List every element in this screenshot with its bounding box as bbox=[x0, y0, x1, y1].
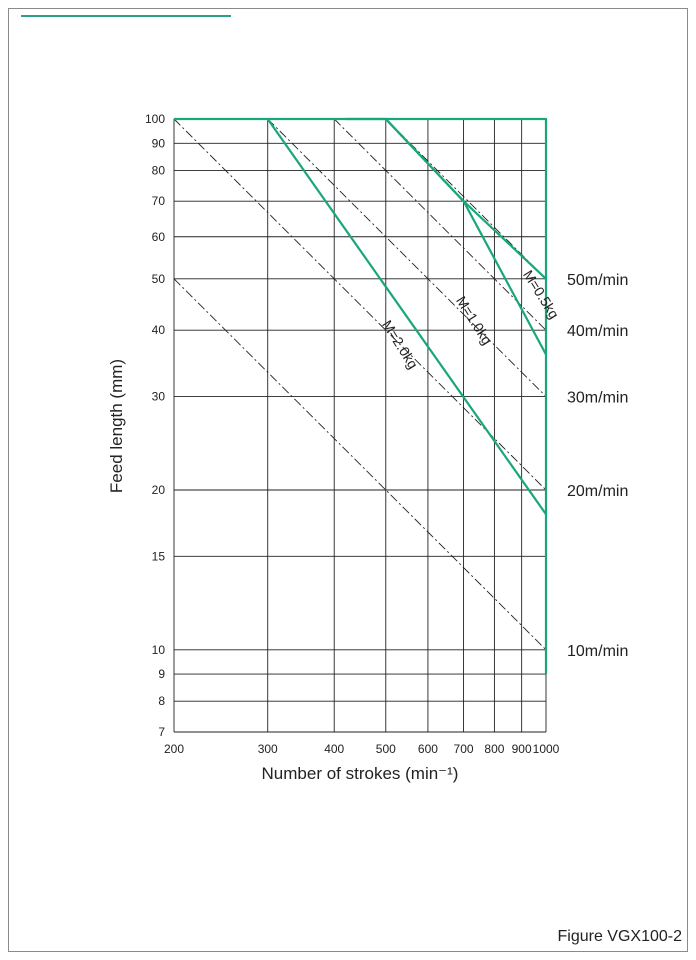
x-tick-label: 1000 bbox=[533, 742, 560, 756]
speed-line-label: 40m/min bbox=[567, 323, 628, 340]
x-axis-title: Number of strokes (min⁻¹) bbox=[262, 764, 459, 783]
figure-frame bbox=[8, 8, 688, 952]
speed-line-label: 20m/min bbox=[567, 483, 628, 500]
y-tick-label: 50 bbox=[152, 272, 166, 286]
y-tick-label: 90 bbox=[152, 136, 166, 150]
chart-grid bbox=[173, 118, 547, 733]
curve-envelope bbox=[174, 117, 548, 675]
speed-line-label: 50m/min bbox=[567, 272, 628, 289]
mass-curve-label: M=1.0kg bbox=[453, 293, 495, 347]
speed-line-label: 10m/min bbox=[567, 643, 628, 660]
x-tick-label: 400 bbox=[324, 742, 344, 756]
y-tick-label: 8 bbox=[158, 694, 165, 708]
y-axis-title: Feed length (mm) bbox=[107, 359, 126, 493]
speed-lines bbox=[173, 118, 547, 651]
header-accent-line bbox=[21, 9, 231, 17]
mass-curves bbox=[174, 117, 548, 675]
x-tick-label: 300 bbox=[258, 742, 278, 756]
x-tick-label: 500 bbox=[376, 742, 396, 756]
y-tick-label: 30 bbox=[152, 390, 166, 404]
y-tick-label: 20 bbox=[152, 483, 166, 497]
y-tick-label: 80 bbox=[152, 163, 166, 177]
speed-line bbox=[173, 278, 547, 651]
curve-m-2-0kg bbox=[266, 118, 547, 515]
y-tick-label: 10 bbox=[152, 643, 166, 657]
x-tick-label: 900 bbox=[512, 742, 532, 756]
y-tick-label: 100 bbox=[145, 112, 165, 126]
speed-line bbox=[173, 118, 547, 491]
speed-line bbox=[333, 118, 547, 331]
y-tick-label: 9 bbox=[158, 667, 165, 681]
y-tick-label: 70 bbox=[152, 194, 166, 208]
x-tick-label: 600 bbox=[418, 742, 438, 756]
y-tick-label: 7 bbox=[158, 725, 165, 739]
speed-line-label: 30m/min bbox=[567, 390, 628, 407]
y-tick-label: 40 bbox=[152, 323, 166, 337]
figure-caption: Figure VGX100-2 bbox=[557, 928, 682, 945]
x-tick-label: 700 bbox=[454, 742, 474, 756]
chart-labels: 200 300 400 500 600 700 800 900 1000 7 8 9 10 15 20 30 4… bbox=[145, 112, 628, 756]
x-tick-label: 200 bbox=[164, 742, 184, 756]
speed-line bbox=[267, 118, 547, 397]
y-tick-label: 15 bbox=[152, 549, 166, 563]
x-tick-label: 800 bbox=[484, 742, 504, 756]
y-tick-label: 60 bbox=[152, 230, 166, 244]
